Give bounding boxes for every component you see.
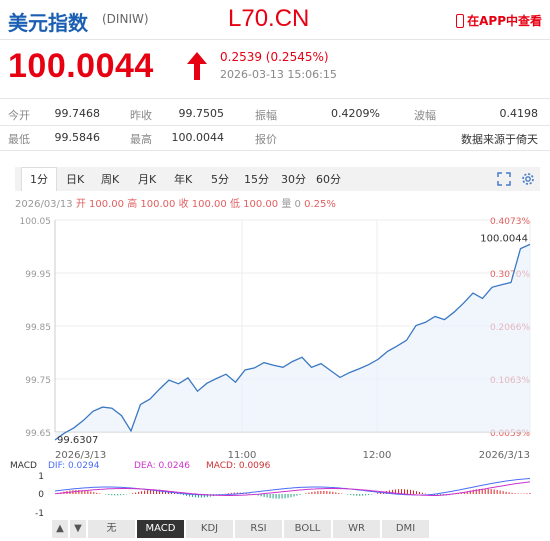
indicator-tabs: ▲ ▼ 无 MACD KDJ RSI BOLL WR DMI (52, 520, 431, 538)
symbol-code: (DINIW) (102, 12, 149, 26)
open-value: 99.7468 (54, 107, 101, 120)
quote-time: 2026-03-13 15:06:15 (220, 68, 337, 81)
tab-kdj[interactable]: KDJ (186, 520, 235, 538)
ohlc-close-label: 收 (178, 199, 189, 210)
prev-close-value: 99.7505 (178, 107, 225, 120)
data-source: 数据来源于倚天 (461, 133, 538, 146)
scroll-up-button[interactable]: ▲ (52, 520, 70, 538)
low-value: 99.5846 (54, 131, 101, 144)
settings-gear-icon[interactable] (521, 172, 535, 186)
ohlc-info: 2026/03/13 开 100.00 高 100.00 收 100.00 低 … (15, 195, 336, 210)
current-price: 100.0044 (8, 47, 154, 85)
high-label: 最高 (130, 133, 152, 146)
ohlc-open-label: 开 (75, 199, 86, 210)
pct-tick-label: 0.3070% (490, 270, 530, 280)
amplitude-value: 0.4209% (331, 107, 380, 120)
price-area (55, 244, 530, 440)
tab-wr[interactable]: WR (333, 520, 382, 538)
macd-dif: DIF: 0.0294 (48, 461, 100, 471)
macd-chart[interactable]: MACD DIF: 0.0294 DEA: 0.0246 MACD: 0.009… (0, 458, 550, 520)
divider (0, 125, 550, 126)
ohlc-open: 100.00 (89, 199, 125, 210)
x-tick-label: 11:00 (228, 450, 257, 460)
macd-tick-1: 1 (38, 472, 44, 482)
period-tabs: 1分 日K 周K 月K 年K 5分 15分 30分 60分 (15, 167, 540, 191)
watermark-text: L70.CN (228, 5, 310, 32)
macd-title: MACD (10, 461, 37, 471)
quote-label: 报价 (255, 133, 277, 146)
tab-year-k[interactable]: 年K (174, 173, 193, 186)
divider (0, 98, 550, 99)
ohlc-low: 100.00 (243, 199, 279, 210)
macd-dea: DEA: 0.0246 (134, 461, 190, 471)
tab-60min[interactable]: 60分 (316, 173, 341, 186)
up-arrow-icon (187, 52, 207, 80)
volatility-label: 波幅 (414, 109, 436, 122)
price-chart[interactable]: 100.050.4073%99.950.3070%99.850.2066%99.… (0, 210, 550, 460)
price-line (54, 243, 531, 441)
fullscreen-icon[interactable] (497, 172, 511, 186)
tab-1min[interactable]: 1分 (21, 167, 57, 191)
ohlc-high-label: 高 (127, 199, 138, 210)
tab-15min[interactable]: 15分 (244, 173, 269, 186)
macd-value: MACD: 0.0096 (206, 461, 271, 471)
tab-dmi[interactable]: DMI (382, 520, 431, 538)
tab-boll[interactable]: BOLL (284, 520, 333, 538)
pct-tick-label: 0.0059% (490, 429, 530, 439)
macd-tick-neg1: -1 (35, 509, 44, 519)
tab-5min[interactable]: 5分 (211, 173, 229, 186)
open-label: 今开 (8, 109, 30, 122)
dea-line (54, 481, 531, 496)
high-value: 100.0044 (171, 131, 225, 144)
header: 美元指数 (DINIW) L70.CN 在APP中查看 (0, 0, 550, 40)
ohlc-date: 2026/03/13 (15, 199, 73, 210)
tab-week-k[interactable]: 周K (101, 173, 120, 186)
dif-line (54, 478, 531, 496)
low-annotation: 99.6307 (57, 435, 98, 446)
ohlc-low-label: 低 (229, 199, 240, 210)
tab-macd[interactable]: MACD (137, 520, 186, 538)
divider (0, 150, 550, 151)
amplitude-label: 振幅 (255, 109, 277, 122)
ohlc-high: 100.00 (140, 199, 176, 210)
open-in-app-link[interactable]: 在APP中查看 (456, 12, 542, 29)
tab-none[interactable]: 无 (88, 520, 137, 538)
y-tick-label: 99.95 (25, 270, 51, 280)
y-tick-label: 99.85 (25, 323, 51, 333)
x-tick-label: 2026/3/13 (479, 450, 530, 460)
y-tick-label: 99.65 (25, 429, 51, 439)
scroll-down-button[interactable]: ▼ (70, 520, 88, 538)
x-tick-label: 12:00 (363, 450, 392, 460)
macd-tick-0: 0 (38, 490, 44, 500)
tab-month-k[interactable]: 月K (138, 173, 157, 186)
ohlc-pct: 0.25% (304, 199, 336, 210)
ohlc-amount: 0 (294, 199, 301, 210)
price-change: 0.2539 (0.2545%) (220, 50, 329, 64)
tab-30min[interactable]: 30分 (281, 173, 306, 186)
volatility-value: 0.4198 (499, 107, 539, 120)
tab-day-k[interactable]: 日K (66, 173, 85, 186)
y-tick-label: 100.05 (20, 217, 52, 227)
high-annotation: 100.0044 (480, 233, 528, 244)
x-tick-label: 2026/3/13 (55, 450, 106, 460)
open-in-app-label: 在APP中查看 (467, 14, 542, 28)
divider (0, 39, 550, 40)
ohlc-amount-label: 量 (281, 199, 292, 210)
prev-close-label: 昨收 (130, 109, 152, 122)
ohlc-close: 100.00 (191, 199, 227, 210)
phone-icon (456, 13, 465, 28)
low-label: 最低 (8, 133, 30, 146)
y-tick-label: 99.75 (25, 376, 51, 386)
tab-rsi[interactable]: RSI (235, 520, 284, 538)
page-title: 美元指数 (8, 11, 88, 35)
pct-tick-label: 0.4073% (490, 217, 530, 227)
